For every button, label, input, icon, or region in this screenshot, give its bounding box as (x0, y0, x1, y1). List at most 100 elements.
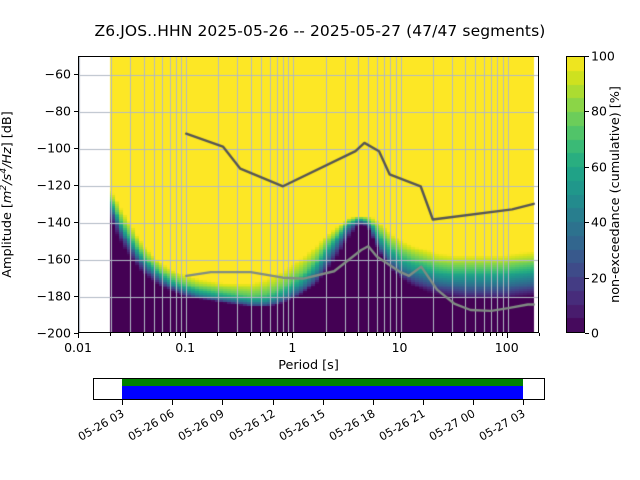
x-axis-label: Period [s] (278, 358, 339, 373)
x-axis-tick-minor (474, 333, 476, 336)
x-axis-tick-minor (269, 333, 271, 336)
x-axis-tick-minor (282, 333, 284, 336)
colorbar-tick (585, 278, 589, 279)
y-axis-tick-label: −140 (36, 214, 71, 230)
x-axis-tick-minor (217, 333, 219, 336)
x-axis-tick-minor (153, 333, 155, 336)
x-axis-tick-label: 100 (494, 340, 519, 355)
x-axis-tick-minor (539, 333, 541, 336)
x-axis-tick-minor (383, 333, 385, 336)
x-axis-tick-minor (129, 333, 131, 336)
timeline-tick-label: 05-26 06 (126, 407, 177, 444)
timeline-tick (473, 400, 475, 405)
x-axis-tick-major (507, 333, 509, 338)
y-axis-tick-label: −180 (36, 288, 71, 304)
coverage-fill (121, 379, 523, 399)
colorbar-tick-label: 20 (591, 270, 607, 286)
colorbar-tick (585, 111, 589, 112)
colorbar-tick (585, 167, 589, 168)
x-axis-tick-minor (110, 333, 112, 336)
ppsd-plot-area[interactable] (78, 56, 539, 333)
colorbar-tick-label: 60 (591, 159, 607, 175)
y-axis-label-text: Amplitude [m2/s4/Hz] [dB] (0, 111, 16, 278)
x-axis-tick-major (78, 333, 80, 338)
x-axis-tick-minor (357, 333, 359, 336)
timeline-tick-label: 05-26 15 (276, 407, 328, 444)
timeline-tick-label: 05-26 09 (176, 407, 227, 444)
y-axis-tick-label: −120 (36, 177, 71, 193)
x-axis-tick-minor (180, 333, 182, 336)
x-axis-tick-minor (161, 333, 163, 336)
y-axis-tick-label: −80 (44, 103, 71, 119)
timeline-tick (273, 400, 275, 405)
y-axis-tick (74, 74, 78, 76)
x-axis-tick-minor (250, 333, 252, 336)
colorbar-tick (585, 222, 589, 223)
y-axis-tick (74, 222, 78, 224)
page-title: Z6.JOS..HHN 2025-05-26 -- 2025-05-27 (47… (94, 22, 546, 40)
noise-model-curves (79, 57, 538, 332)
x-axis-tick-minor (287, 333, 289, 336)
data-coverage-timeline[interactable] (93, 378, 545, 400)
x-axis-tick-minor (344, 333, 346, 336)
y-axis-tick-label: −60 (44, 66, 71, 82)
timeline-tick (172, 400, 174, 405)
x-axis-tick-minor (389, 333, 391, 336)
x-axis-tick-minor (432, 333, 434, 336)
x-axis-tick-minor (490, 333, 492, 336)
timeline-tick (222, 400, 224, 405)
x-axis-tick-major (292, 333, 294, 338)
x-axis-tick-minor (395, 333, 397, 336)
x-axis-tick-minor (236, 333, 238, 336)
x-axis-tick-minor (376, 333, 378, 336)
coverage-segment-blue (121, 386, 523, 399)
timeline-tick (323, 400, 325, 405)
colorbar-tick-label: 100 (591, 48, 615, 64)
colorbar-tick-label: 80 (591, 103, 607, 119)
x-axis-tick-minor (464, 333, 466, 336)
timeline-tick-label: 05-26 21 (377, 407, 428, 444)
colorbar-tick-label: 0 (591, 325, 599, 341)
x-axis-tick-label: 0.01 (64, 340, 92, 355)
x-axis-tick-minor (496, 333, 498, 336)
x-axis-tick-minor (143, 333, 145, 336)
colorbar-label: non-exceedance (cumulative) [%] (608, 86, 623, 303)
y-axis-tick (74, 333, 78, 335)
y-axis-tick-label: −200 (36, 325, 71, 341)
timeline-tick-label: 05-26 03 (76, 407, 127, 444)
y-axis-tick-label: −100 (36, 140, 71, 156)
coverage-segment-green (121, 379, 523, 387)
x-axis-tick-minor (451, 333, 453, 336)
colorbar-tick (585, 333, 589, 334)
x-axis-tick-major (185, 333, 187, 338)
ppsd-histogram (79, 57, 538, 332)
x-axis-tick-minor (325, 333, 327, 336)
y-axis-tick (74, 185, 78, 187)
y-axis-tick (74, 111, 78, 113)
x-axis-tick-minor (260, 333, 262, 336)
x-axis-tick-minor (367, 333, 369, 336)
timeline-tick (122, 400, 124, 405)
colorbar-tick (585, 56, 589, 57)
y-axis-tick-label: −160 (36, 251, 71, 267)
y-axis-label: Amplitude [m2/s4/Hz] [dB] (0, 56, 16, 333)
x-axis-tick-label: 1 (288, 340, 297, 355)
timeline-tick-label: 05-27 03 (477, 407, 528, 444)
x-axis-tick-major (400, 333, 402, 338)
colorbar (566, 56, 585, 333)
timeline-tick (423, 400, 425, 405)
y-axis-tick (74, 296, 78, 298)
x-axis-tick-label: 10 (391, 340, 408, 355)
timeline-tick-label: 05-26 12 (226, 407, 278, 444)
x-axis-tick-minor (175, 333, 177, 336)
x-axis-tick-label: 0.1 (175, 340, 196, 355)
timeline-tick-label: 05-27 00 (427, 407, 478, 444)
y-axis-tick (74, 259, 78, 261)
timeline-tick (523, 400, 525, 405)
timeline-tick (373, 400, 375, 405)
x-axis-tick-minor (169, 333, 171, 336)
x-axis-tick-minor (276, 333, 278, 336)
x-axis-tick-minor (502, 333, 504, 336)
colorbar-gradient (567, 57, 584, 332)
colorbar-tick-label: 40 (591, 214, 607, 230)
